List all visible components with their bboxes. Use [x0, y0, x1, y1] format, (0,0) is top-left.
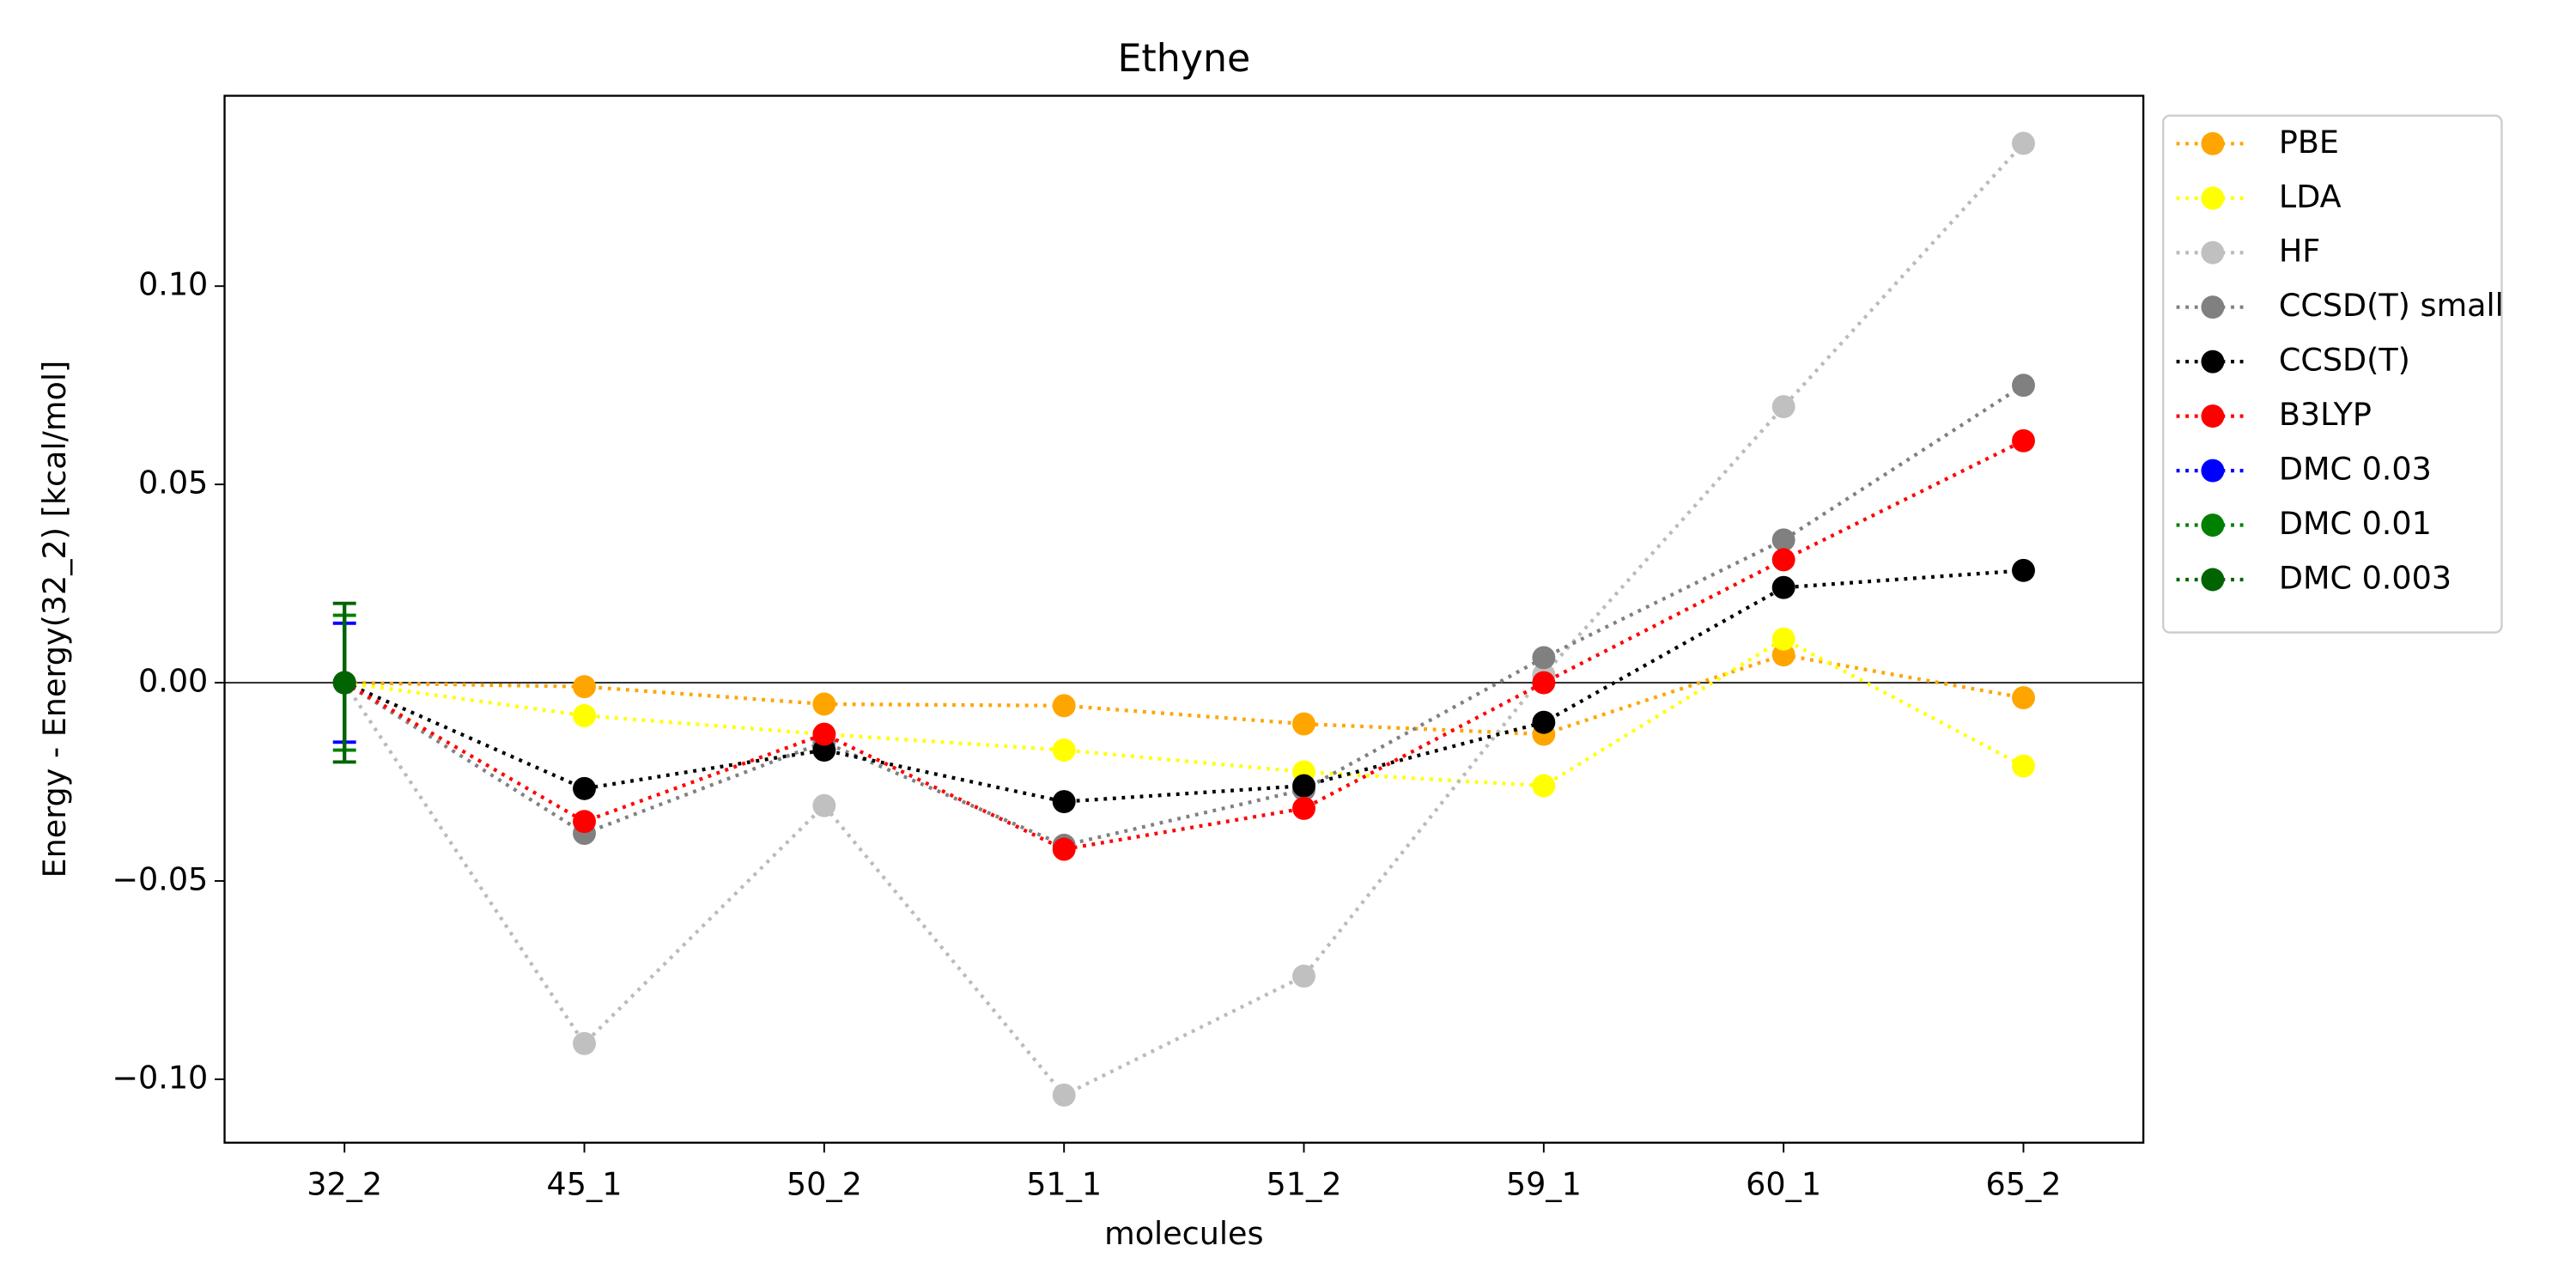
marker — [1292, 964, 1315, 988]
marker — [812, 793, 836, 817]
marker — [573, 776, 596, 800]
marker — [573, 675, 596, 699]
x-axis-label: molecules — [1104, 1215, 1263, 1252]
marker — [1052, 837, 1076, 861]
y-tick-label: 0.05 — [138, 465, 208, 501]
legend-label: B3LYP — [2279, 396, 2372, 433]
marker — [1771, 548, 1795, 572]
legend-label: HF — [2279, 233, 2320, 270]
x-tick-label: 51_2 — [1267, 1165, 1342, 1202]
y-tick-label: −0.05 — [112, 860, 208, 897]
marker — [2012, 428, 2035, 453]
x-tick-label: 60_1 — [1746, 1165, 1821, 1202]
marker — [1532, 646, 1556, 670]
marker — [1052, 738, 1076, 762]
legend-marker — [2201, 295, 2225, 319]
marker — [1292, 796, 1315, 820]
marker — [812, 692, 836, 716]
legend-marker — [2201, 186, 2225, 210]
series-line — [343, 636, 2025, 788]
legend-label: PBE — [2279, 124, 2339, 161]
marker — [2012, 131, 2035, 155]
legend-label: CCSD(T) — [2279, 342, 2410, 379]
marker — [1052, 790, 1076, 814]
legend-label: DMC 0.03 — [2279, 451, 2432, 488]
x-tick-label: 32_2 — [307, 1165, 382, 1202]
x-tick-label: 51_1 — [1026, 1165, 1102, 1202]
legend-marker — [2201, 513, 2225, 537]
marker — [2012, 558, 2035, 582]
marker — [1771, 575, 1795, 599]
y-tick-label: 0.00 — [138, 663, 208, 700]
x-tick-label: 50_2 — [787, 1165, 862, 1202]
marker — [812, 738, 836, 762]
y-axis-label: Energy - Energy(32_2) [kcal/mol] — [36, 361, 73, 878]
marker — [1771, 627, 1795, 651]
legend-label: LDA — [2279, 178, 2342, 215]
legend-label: DMC 0.01 — [2279, 505, 2432, 542]
marker — [1292, 774, 1315, 798]
legend-label: CCSD(T) small — [2279, 287, 2504, 324]
marker — [573, 1031, 596, 1055]
marker — [1771, 528, 1795, 552]
y-tick-label: 0.10 — [138, 266, 208, 303]
y-tick-label: −0.10 — [112, 1059, 208, 1096]
series-line — [343, 439, 2025, 852]
marker — [1052, 1083, 1076, 1107]
marker — [573, 703, 596, 727]
marker — [573, 810, 596, 834]
marker — [1532, 710, 1556, 734]
legend-marker — [2201, 349, 2225, 374]
x-tick-label: 65_2 — [1986, 1165, 2062, 1202]
legend-marker — [2201, 240, 2225, 264]
legend-box — [2162, 114, 2503, 634]
chart-title: Ethyne — [1117, 37, 1250, 81]
marker — [2012, 686, 2035, 710]
marker — [1771, 395, 1795, 419]
series-line — [343, 142, 2026, 1097]
x-tick-label: 59_1 — [1506, 1165, 1582, 1202]
series-line — [343, 568, 2024, 804]
marker — [2012, 374, 2035, 398]
plot-frame — [223, 94, 2145, 1144]
legend-label: DMC 0.003 — [2279, 560, 2451, 597]
legend-marker — [2201, 568, 2225, 592]
marker — [812, 722, 836, 746]
marker — [1532, 774, 1556, 798]
legend-marker — [2201, 131, 2225, 155]
marker — [1771, 643, 1795, 667]
legend-marker — [2201, 459, 2225, 483]
marker — [2012, 754, 2035, 778]
marker — [332, 671, 356, 695]
marker — [1532, 671, 1556, 695]
marker — [1292, 712, 1315, 736]
legend-marker — [2201, 404, 2225, 428]
x-tick-label: 45_1 — [547, 1165, 623, 1202]
marker — [1052, 694, 1076, 718]
